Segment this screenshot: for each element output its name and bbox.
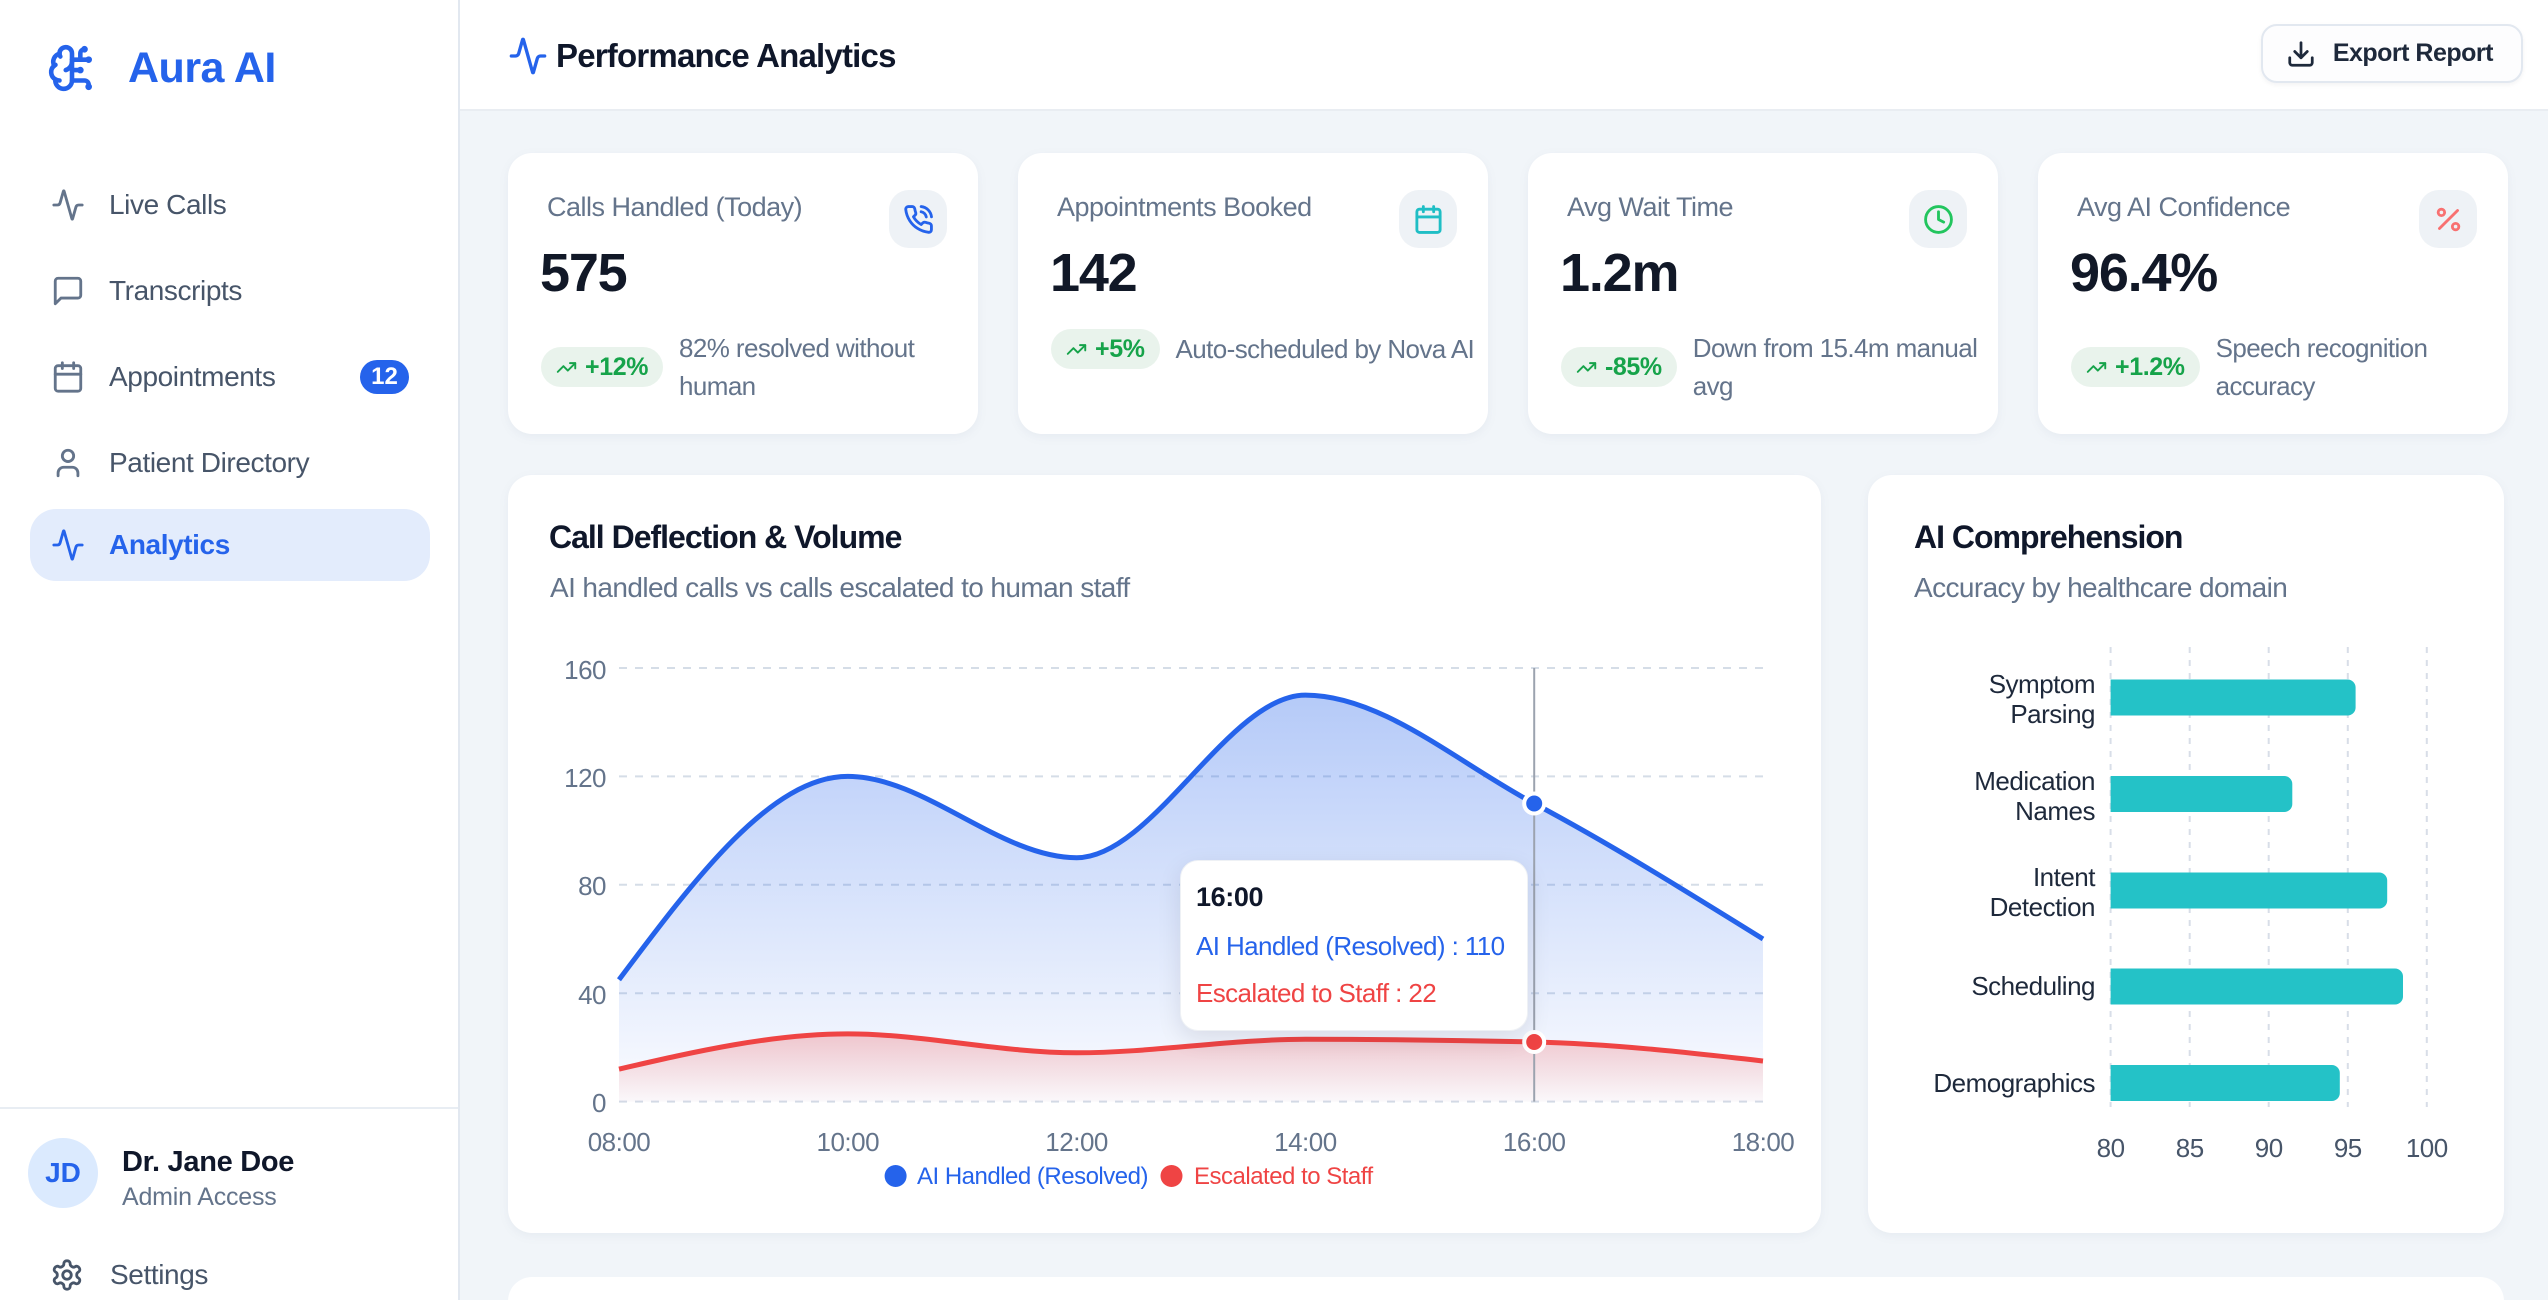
svg-text:14:00: 14:00 [1274, 1127, 1337, 1157]
svg-text:80: 80 [578, 871, 606, 901]
svg-text:08:00: 08:00 [588, 1127, 651, 1157]
svg-text:AI Handled (Resolved): AI Handled (Resolved) [917, 1163, 1148, 1190]
svg-text:40: 40 [578, 980, 606, 1010]
svg-text:Scheduling: Scheduling [1971, 971, 2095, 1001]
svg-text:Symptom: Symptom [1989, 669, 2095, 699]
svg-text:Escalated to Staff: Escalated to Staff [1194, 1163, 1374, 1190]
svg-text:100: 100 [2406, 1133, 2448, 1163]
svg-text:Intent: Intent [2033, 862, 2096, 892]
svg-text:12:00: 12:00 [1045, 1127, 1108, 1157]
svg-text:160: 160 [564, 655, 606, 685]
svg-text:85: 85 [2176, 1133, 2204, 1163]
svg-text:80: 80 [2097, 1133, 2125, 1163]
svg-text:16:00: 16:00 [1503, 1127, 1566, 1157]
svg-text:95: 95 [2334, 1133, 2362, 1163]
svg-text:0: 0 [592, 1088, 606, 1118]
svg-text:Medication: Medication [1974, 766, 2095, 796]
svg-text:90: 90 [2255, 1133, 2283, 1163]
svg-text:18:00: 18:00 [1732, 1127, 1795, 1157]
svg-text:Parsing: Parsing [2010, 699, 2095, 729]
svg-text:10:00: 10:00 [817, 1127, 880, 1157]
svg-text:120: 120 [564, 763, 606, 793]
svg-text:Demographics: Demographics [1933, 1068, 2095, 1098]
svg-text:Detection: Detection [1990, 892, 2095, 922]
svg-text:Names: Names [2015, 796, 2095, 826]
